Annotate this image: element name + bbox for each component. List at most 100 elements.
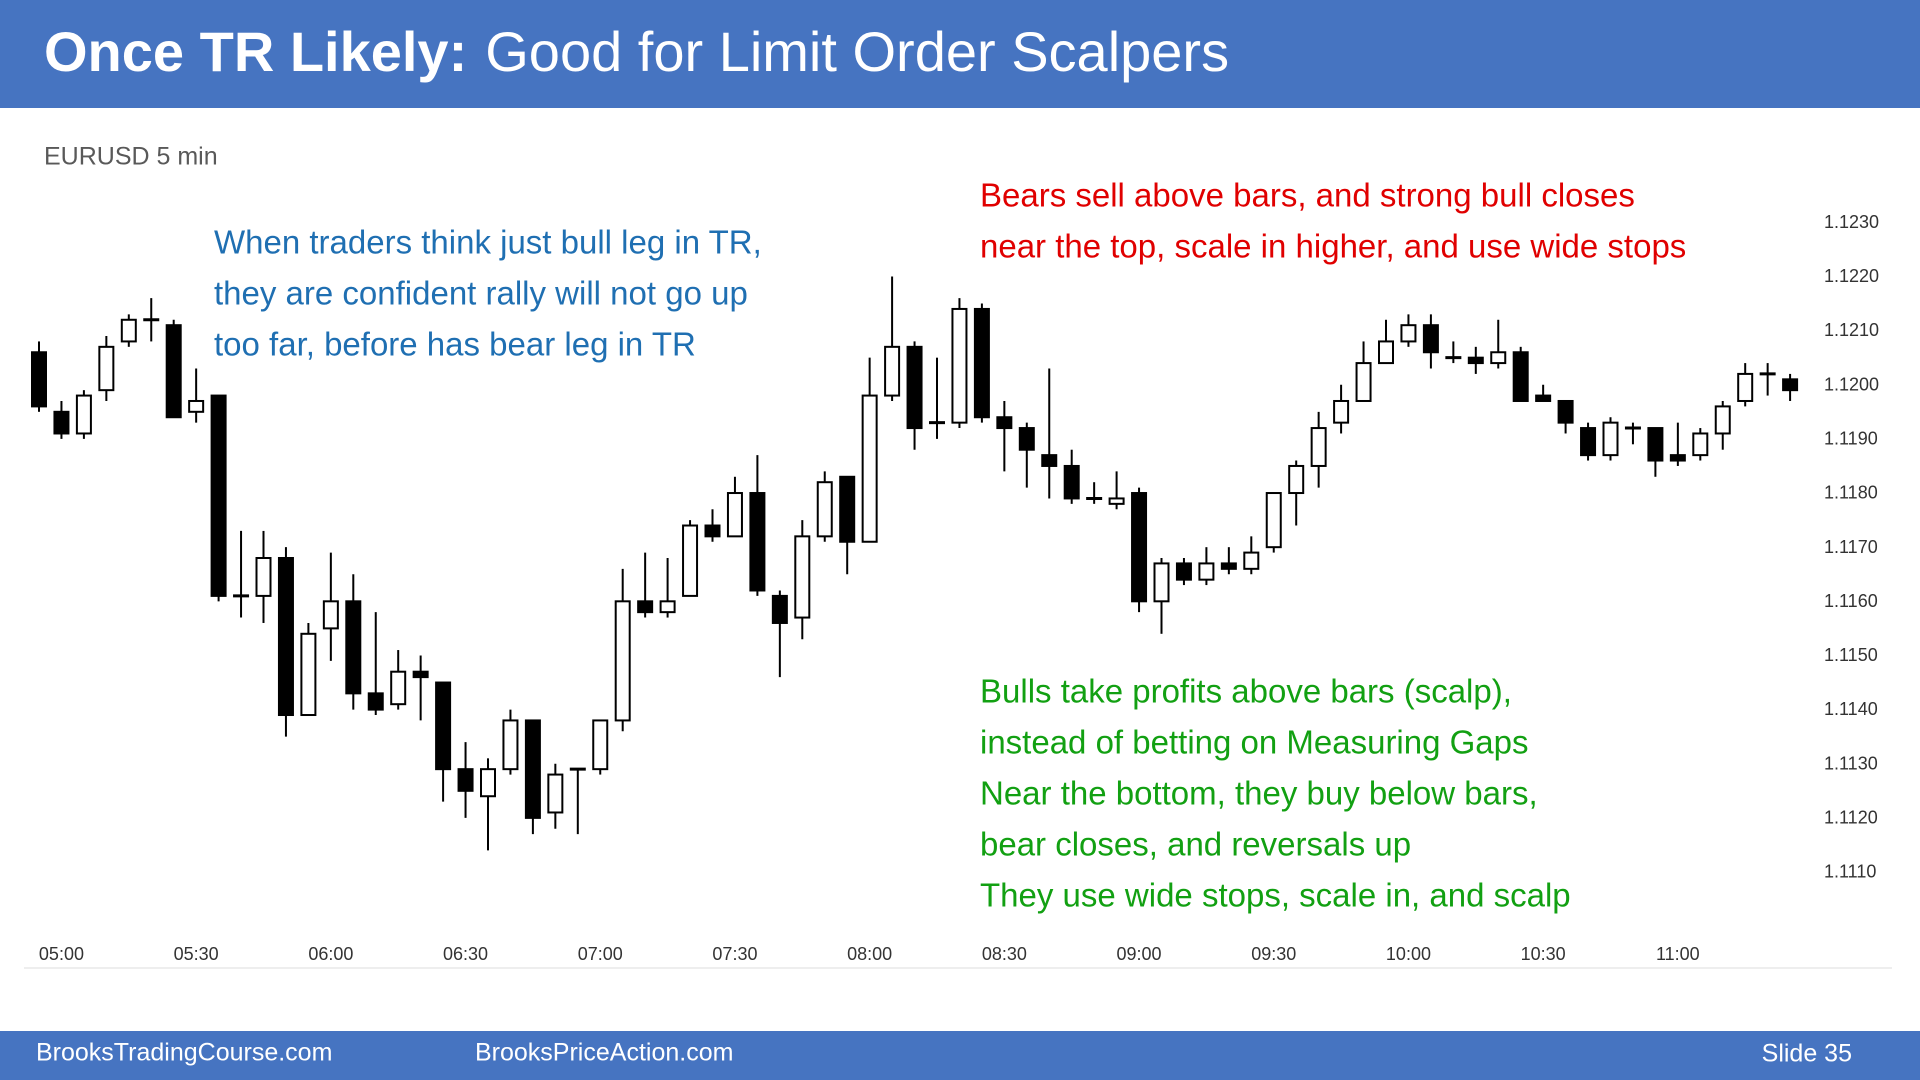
x-tick-label: 08:30 (982, 944, 1027, 964)
candle-body (1669, 454, 1686, 462)
x-tick-label: 05:30 (174, 944, 219, 964)
candle-body (412, 670, 429, 679)
title-text: Good for Limit Order Scalpers (485, 20, 1229, 83)
candle-body (53, 410, 70, 435)
candle-body (726, 492, 743, 538)
candle-body (1557, 399, 1574, 424)
candle-body (884, 345, 901, 397)
candle-body (277, 557, 294, 717)
x-tick-label: 10:30 (1521, 944, 1566, 964)
x-tick-label: 09:00 (1117, 944, 1162, 964)
annotation-line: instead of betting on Measuring Gaps (980, 724, 1529, 761)
candle-body (210, 394, 227, 597)
candle-body (839, 475, 856, 543)
candle-body (1175, 562, 1192, 581)
candle-body (1692, 432, 1709, 457)
x-tick-label: 07:00 (578, 944, 623, 964)
candle-body (1288, 464, 1305, 495)
candle-body (996, 416, 1013, 430)
y-tick-label: 1.1190 (1824, 428, 1878, 448)
candle-body (120, 318, 137, 343)
candle-body (457, 768, 474, 792)
candle-body (31, 351, 47, 408)
candle-body (390, 670, 407, 706)
annotation-line: near the top, scale in higher, and use w… (980, 228, 1686, 265)
annotation-line: Bears sell above bars, and strong bull c… (980, 177, 1635, 214)
annotation-line: too far, before has bear leg in TR (214, 326, 696, 363)
candle-body (1490, 351, 1507, 365)
candle-body (1737, 372, 1754, 402)
candle-body (345, 600, 362, 695)
annotation-line: bear closes, and reversals up (980, 826, 1411, 863)
annotation-line: Bulls take profits above bars (scalp), (980, 673, 1512, 710)
candle-body (1580, 427, 1597, 457)
y-tick-label: 1.1130 (1824, 753, 1878, 773)
candle-body (1041, 454, 1058, 467)
candle-body (502, 719, 519, 771)
title-lead: Once TR Likely: (44, 20, 467, 83)
candle-body (1333, 399, 1350, 424)
candle-body (188, 399, 205, 413)
candle-body (547, 773, 564, 814)
candle-body (1714, 405, 1731, 435)
candle-body (1647, 427, 1664, 462)
x-tick-label: 11:00 (1656, 944, 1700, 964)
candle-body (1220, 562, 1237, 570)
candle-body (1018, 427, 1035, 451)
candle-body (1131, 492, 1148, 603)
candle-body (973, 307, 990, 419)
footer-bar (0, 1031, 1920, 1080)
x-tick-label: 06:00 (308, 944, 353, 964)
candle-body (1243, 551, 1260, 570)
candle-body (1782, 378, 1799, 392)
footer-left: BrooksTradingCourse.com (36, 1039, 332, 1067)
candle-body (1265, 492, 1282, 549)
candle-body (1063, 464, 1080, 500)
candle-body (480, 768, 496, 798)
annotation-line: They use wide stops, scale in, and scalp (980, 877, 1571, 914)
candle-body (1512, 351, 1529, 402)
y-tick-label: 1.1160 (1824, 591, 1878, 611)
candle-body (951, 307, 968, 424)
x-tick-label: 05:00 (39, 944, 84, 964)
candle-body (682, 524, 699, 597)
candle-body (367, 692, 384, 711)
x-tick-label: 10:00 (1386, 944, 1431, 964)
candle-body (300, 632, 317, 717)
candle-body (1153, 562, 1170, 603)
candle-body (1378, 340, 1394, 365)
y-tick-label: 1.1200 (1824, 374, 1879, 394)
candle-body (435, 681, 452, 771)
candle-body (255, 557, 272, 597)
x-tick-label: 06:30 (443, 944, 488, 964)
header-bar (0, 0, 1920, 108)
candle-body (794, 535, 811, 619)
footer-right: Slide 35 (1762, 1040, 1852, 1068)
candle-body (1108, 497, 1125, 505)
y-tick-label: 1.1140 (1824, 699, 1878, 719)
candle-body (771, 594, 788, 624)
slide-title: Once TR Likely: Good for Limit Order Scal… (44, 20, 1229, 83)
candle-body (1355, 362, 1372, 402)
candle-body (592, 719, 609, 771)
footer-middle: BrooksPriceAction.com (475, 1039, 733, 1067)
x-tick-label: 09:30 (1251, 944, 1296, 964)
candle-body (637, 600, 654, 614)
candle-body (816, 481, 833, 538)
candle-body (906, 345, 923, 430)
candle-body (704, 524, 721, 538)
candle-body (524, 719, 541, 819)
candle-body (75, 394, 92, 435)
candle-body (1310, 427, 1327, 467)
annotation-line: When traders think just bull leg in TR, (214, 224, 762, 261)
candle-body (1400, 324, 1417, 343)
y-tick-label: 1.1180 (1824, 483, 1878, 503)
y-tick-label: 1.1150 (1824, 645, 1878, 665)
candle-body (1422, 324, 1439, 354)
candle-body (659, 600, 676, 614)
candle-body (614, 600, 631, 722)
candle-body (861, 394, 878, 543)
x-tick-label: 08:00 (847, 944, 892, 964)
annotation-line: Near the bottom, they buy below bars, (980, 775, 1538, 812)
y-tick-label: 1.1220 (1824, 266, 1879, 286)
